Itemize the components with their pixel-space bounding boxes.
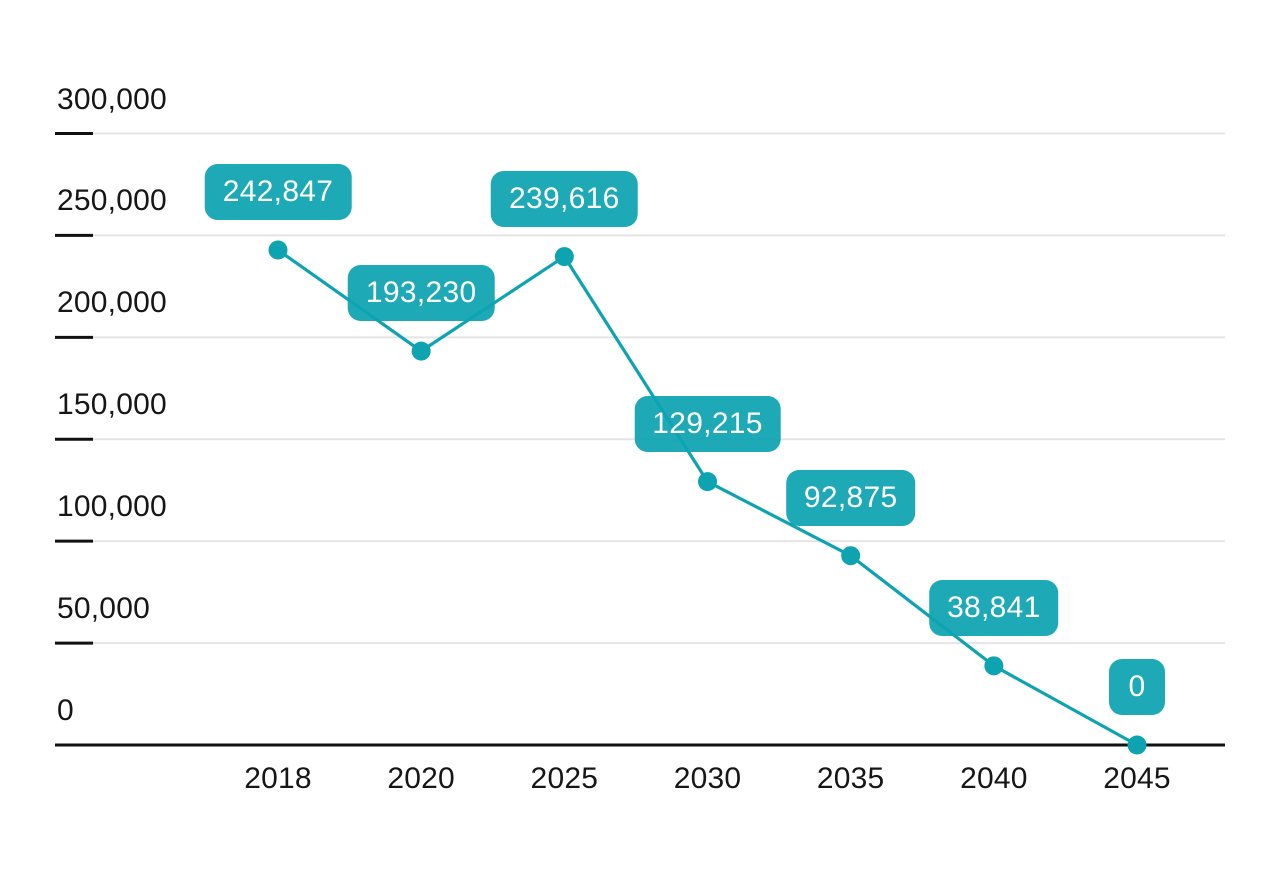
data-point-marker[interactable]: [268, 240, 288, 260]
data-point-marker[interactable]: [554, 247, 574, 267]
data-point-marker[interactable]: [411, 341, 431, 361]
data-line: [277, 248, 1138, 747]
data-point-marker[interactable]: [1127, 735, 1147, 755]
data-point-marker[interactable]: [841, 546, 861, 566]
data-point-marker[interactable]: [698, 472, 718, 492]
data-point-marker[interactable]: [984, 656, 1004, 676]
